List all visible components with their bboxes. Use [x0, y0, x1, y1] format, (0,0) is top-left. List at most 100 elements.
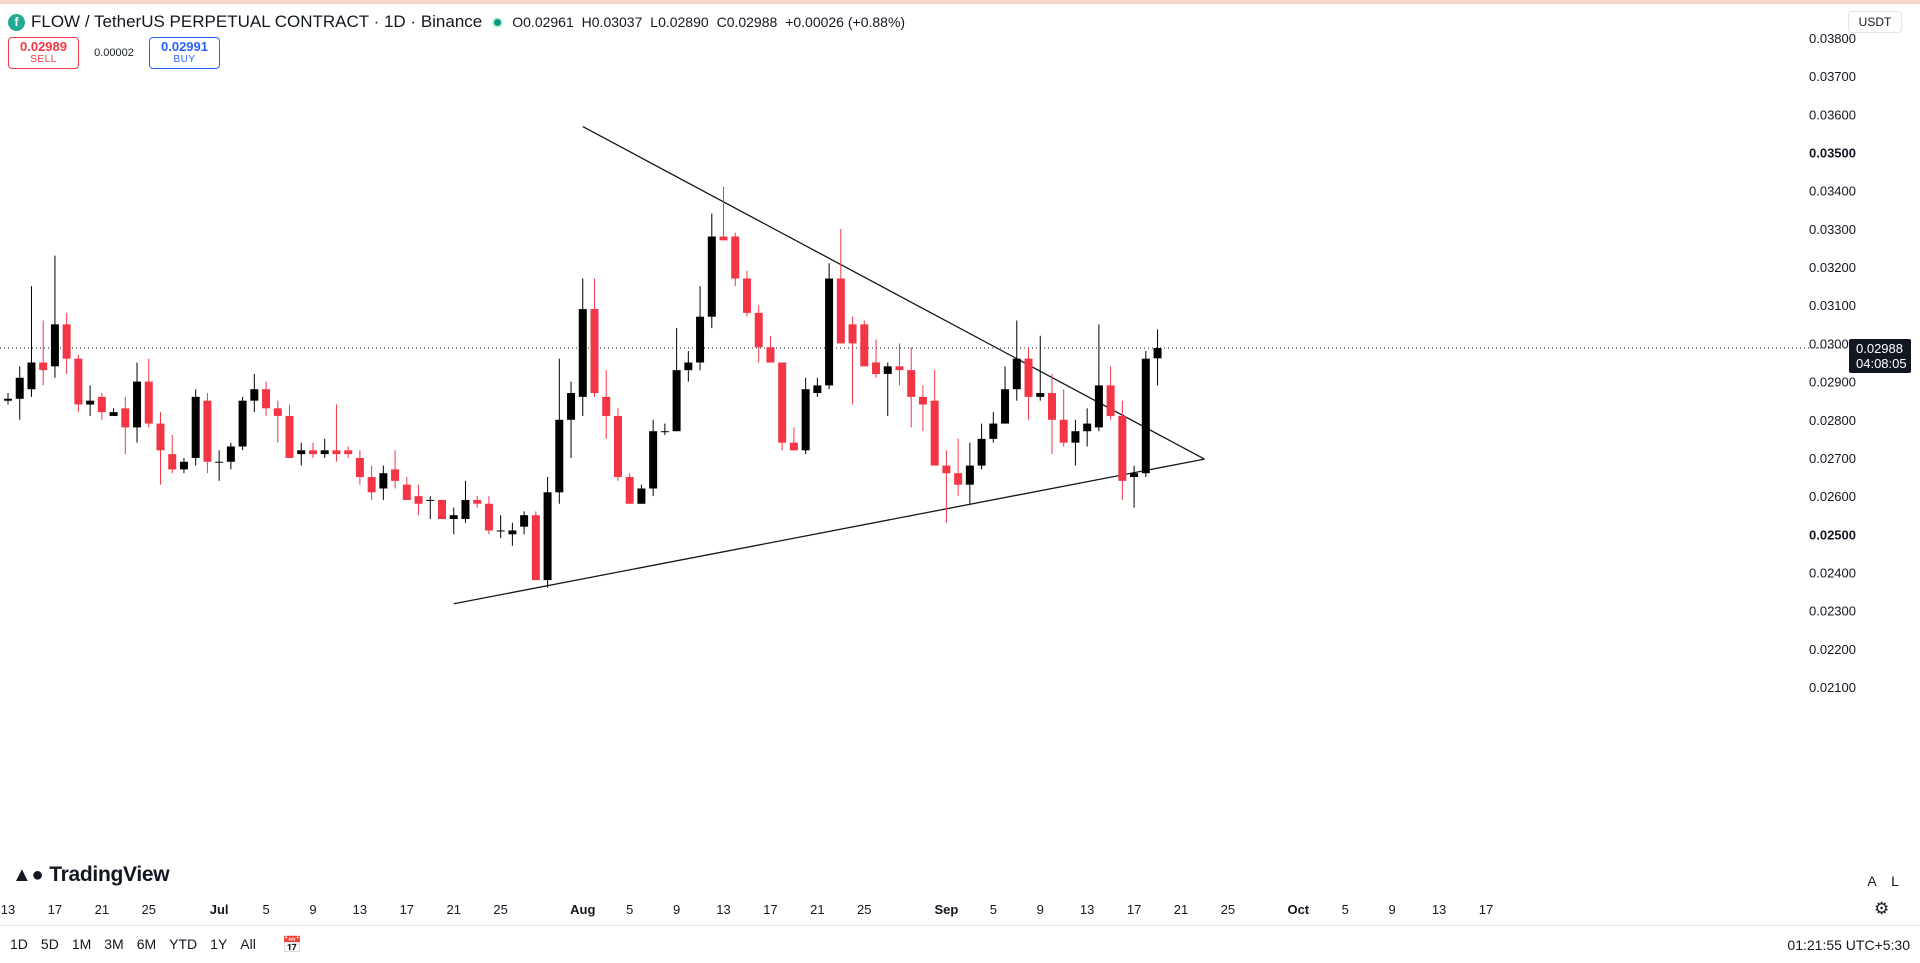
- candle[interactable]: [789, 427, 798, 451]
- candle[interactable]: [895, 343, 904, 386]
- candle[interactable]: [520, 511, 529, 535]
- candle[interactable]: [1024, 347, 1033, 420]
- candle[interactable]: [4, 393, 12, 405]
- candle[interactable]: [438, 499, 447, 520]
- candle[interactable]: [215, 450, 224, 481]
- candle[interactable]: [742, 270, 751, 317]
- candle[interactable]: [672, 328, 681, 432]
- symbol-title[interactable]: FLOW / TetherUS PERPETUAL CONTRACT · 1D …: [31, 12, 483, 31]
- range-ytd-button[interactable]: YTD: [169, 936, 198, 952]
- candle[interactable]: [344, 446, 353, 458]
- candle[interactable]: [719, 186, 728, 241]
- candle[interactable]: [860, 320, 869, 367]
- candle[interactable]: [144, 358, 153, 428]
- calendar-icon[interactable]: 📅: [282, 937, 302, 954]
- candle[interactable]: [625, 473, 634, 504]
- candle[interactable]: [590, 278, 599, 397]
- candle[interactable]: [50, 255, 59, 378]
- candle[interactable]: [285, 404, 294, 458]
- candle[interactable]: [602, 370, 611, 439]
- range-5d-button[interactable]: 5D: [40, 936, 59, 952]
- candle[interactable]: [320, 438, 329, 458]
- candle[interactable]: [156, 412, 165, 485]
- candle[interactable]: [989, 412, 998, 443]
- candle[interactable]: [74, 354, 83, 413]
- candle[interactable]: [1106, 366, 1115, 420]
- candle[interactable]: [449, 507, 458, 535]
- candle[interactable]: [766, 335, 775, 363]
- candle[interactable]: [168, 435, 177, 474]
- candle[interactable]: [1094, 324, 1103, 432]
- candle[interactable]: [883, 362, 892, 416]
- candle[interactable]: [930, 370, 939, 466]
- candle[interactable]: [250, 373, 259, 413]
- range-3m-button[interactable]: 3M: [104, 936, 124, 952]
- candle[interactable]: [97, 393, 106, 420]
- tradingview-logo[interactable]: ▲● TradingView: [12, 863, 170, 887]
- candle[interactable]: [813, 377, 822, 397]
- candle[interactable]: [86, 385, 95, 416]
- candle[interactable]: [778, 362, 787, 451]
- candle[interactable]: [27, 286, 36, 397]
- candle[interactable]: [508, 522, 517, 546]
- time-axis[interactable]: 13 17 21 25 Jul 5 9 13 17 21 25 Aug 5 9 13 17 21 25 Sep 5 9 1…: [1, 902, 1493, 917]
- log-scale-button[interactable]: L: [1891, 873, 1899, 889]
- candle[interactable]: [238, 396, 247, 451]
- trendline[interactable]: [453, 458, 1205, 605]
- candle[interactable]: [484, 496, 493, 535]
- candle[interactable]: [203, 393, 212, 474]
- candle[interactable]: [543, 477, 552, 588]
- candle[interactable]: [731, 232, 740, 287]
- range-1d-button[interactable]: 1D: [10, 936, 28, 952]
- gear-icon[interactable]: ⚙: [1874, 899, 1890, 918]
- candle[interactable]: [907, 347, 916, 428]
- candle[interactable]: [578, 278, 587, 416]
- candle[interactable]: [942, 450, 951, 523]
- candle[interactable]: [391, 450, 400, 489]
- candle[interactable]: [1001, 366, 1010, 424]
- candle[interactable]: [121, 396, 130, 455]
- candle[interactable]: [1083, 408, 1092, 447]
- candle[interactable]: [273, 400, 282, 443]
- candle[interactable]: [226, 442, 235, 470]
- candle[interactable]: [402, 477, 411, 500]
- candle[interactable]: [62, 312, 71, 374]
- candle[interactable]: [649, 419, 658, 497]
- candle[interactable]: [1036, 335, 1045, 401]
- candle[interactable]: [308, 442, 317, 458]
- candle[interactable]: [355, 450, 364, 485]
- candle[interactable]: [660, 423, 669, 436]
- candle[interactable]: [637, 484, 646, 504]
- candle[interactable]: [825, 263, 834, 390]
- candle[interactable]: [836, 228, 845, 344]
- candle[interactable]: [262, 381, 271, 416]
- candle[interactable]: [179, 457, 188, 474]
- range-1m-button[interactable]: 1M: [71, 936, 92, 952]
- candle[interactable]: [332, 404, 341, 462]
- candle[interactable]: [1071, 419, 1080, 466]
- candle[interactable]: [872, 339, 881, 378]
- currency-selector[interactable]: USDT: [1848, 11, 1902, 33]
- candle[interactable]: [965, 442, 974, 504]
- candle[interactable]: [191, 389, 200, 466]
- range-6m-button[interactable]: 6M: [136, 936, 157, 952]
- candle[interactable]: [1047, 373, 1056, 455]
- candle[interactable]: [109, 408, 118, 416]
- auto-scale-button[interactable]: A: [1867, 873, 1877, 889]
- candle[interactable]: [696, 286, 705, 371]
- candlestick-chart[interactable]: 0.03800 0.03700 0.03600 0.03500 0.03400 0.033…: [0, 0, 1920, 925]
- candle[interactable]: [379, 465, 388, 500]
- candle[interactable]: [1141, 351, 1150, 478]
- buy-button[interactable]: 0.02991 BUY: [149, 37, 220, 69]
- candle[interactable]: [918, 385, 927, 432]
- candle[interactable]: [15, 366, 24, 420]
- candle[interactable]: [754, 305, 763, 363]
- candle[interactable]: [473, 496, 482, 508]
- candle[interactable]: [367, 465, 376, 500]
- candle[interactable]: [801, 377, 810, 455]
- candle[interactable]: [954, 438, 963, 497]
- candle[interactable]: [496, 515, 505, 539]
- range-all-button[interactable]: All: [240, 936, 256, 952]
- candle[interactable]: [848, 316, 857, 405]
- sell-button[interactable]: 0.02989 SELL: [8, 37, 79, 69]
